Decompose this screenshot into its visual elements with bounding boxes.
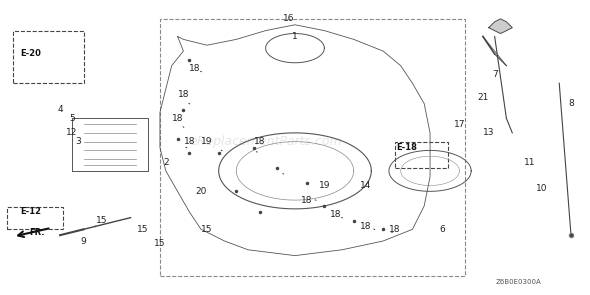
Text: 7: 7 [492, 70, 497, 79]
Text: 6: 6 [439, 225, 445, 234]
Text: 15: 15 [154, 240, 166, 248]
Text: 2: 2 [163, 158, 169, 167]
Text: 12: 12 [66, 128, 77, 137]
Text: 20: 20 [195, 187, 206, 196]
Text: 5: 5 [69, 114, 75, 123]
Text: 18: 18 [183, 137, 195, 146]
Text: 10: 10 [536, 184, 548, 193]
Text: 18: 18 [389, 225, 401, 234]
Text: E-12: E-12 [20, 207, 41, 216]
Text: 14: 14 [360, 181, 371, 190]
Text: FR.: FR. [29, 228, 44, 237]
Text: 18: 18 [189, 64, 201, 73]
Text: 11: 11 [524, 158, 536, 167]
Text: E-20: E-20 [20, 50, 41, 58]
Text: 13: 13 [483, 128, 494, 137]
Text: eReplacementParts.com: eReplacementParts.com [189, 135, 342, 148]
Text: 19: 19 [201, 137, 212, 146]
Text: 4: 4 [57, 105, 63, 114]
Text: 3: 3 [75, 137, 81, 146]
Text: 17: 17 [454, 119, 465, 129]
Text: 18: 18 [330, 210, 342, 219]
Text: Z6B0E0300A: Z6B0E0300A [495, 279, 541, 285]
Text: 1: 1 [292, 32, 298, 41]
Text: 9: 9 [81, 237, 87, 245]
Text: 18: 18 [178, 90, 189, 99]
Text: 18: 18 [172, 114, 183, 123]
Text: E-18: E-18 [396, 143, 417, 152]
Text: 18: 18 [360, 222, 371, 231]
Text: 8: 8 [568, 99, 574, 108]
Text: 18: 18 [254, 137, 266, 146]
Bar [160, 19, 466, 276]
Text: 21: 21 [477, 93, 489, 102]
Text: 15: 15 [201, 225, 212, 234]
Text: 15: 15 [136, 225, 148, 234]
Polygon shape [489, 19, 512, 34]
Text: 16: 16 [283, 14, 295, 23]
Text: 18: 18 [301, 196, 313, 205]
Text: 19: 19 [319, 181, 330, 190]
Text: 15: 15 [96, 216, 107, 225]
